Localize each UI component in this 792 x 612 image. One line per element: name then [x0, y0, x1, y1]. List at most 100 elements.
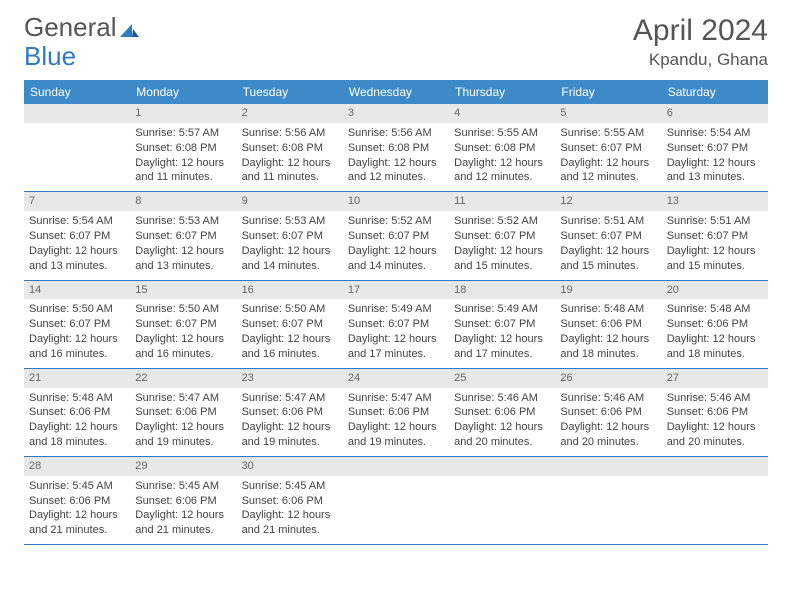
day-body: Sunrise: 5:46 AMSunset: 6:06 PMDaylight:… — [555, 388, 661, 456]
sunrise-text: Sunrise: 5:50 AM — [242, 302, 338, 317]
sunset-text: Sunset: 6:06 PM — [667, 405, 763, 420]
sunrise-text: Sunrise: 5:52 AM — [454, 214, 550, 229]
day-number: 1 — [130, 104, 236, 123]
day-body: Sunrise: 5:48 AMSunset: 6:06 PMDaylight:… — [24, 388, 130, 456]
day-body: Sunrise: 5:47 AMSunset: 6:06 PMDaylight:… — [130, 388, 236, 456]
day-cell: 17Sunrise: 5:49 AMSunset: 6:07 PMDayligh… — [343, 281, 449, 368]
day-body: Sunrise: 5:52 AMSunset: 6:07 PMDaylight:… — [449, 211, 555, 279]
day-body: Sunrise: 5:45 AMSunset: 6:06 PMDaylight:… — [24, 476, 130, 544]
sunrise-text: Sunrise: 5:50 AM — [29, 302, 125, 317]
day-body: Sunrise: 5:46 AMSunset: 6:06 PMDaylight:… — [449, 388, 555, 456]
sunrise-text: Sunrise: 5:50 AM — [135, 302, 231, 317]
logo-text-general: General — [24, 12, 117, 42]
day-number: 16 — [237, 281, 343, 300]
sunset-text: Sunset: 6:07 PM — [348, 229, 444, 244]
sunset-text: Sunset: 6:07 PM — [454, 229, 550, 244]
day-cell: 9Sunrise: 5:53 AMSunset: 6:07 PMDaylight… — [237, 192, 343, 279]
day-body: Sunrise: 5:46 AMSunset: 6:06 PMDaylight:… — [662, 388, 768, 456]
sunrise-text: Sunrise: 5:49 AM — [348, 302, 444, 317]
day-body: Sunrise: 5:50 AMSunset: 6:07 PMDaylight:… — [237, 299, 343, 367]
weeks-container: 1Sunrise: 5:57 AMSunset: 6:08 PMDaylight… — [24, 104, 768, 545]
day-body: Sunrise: 5:50 AMSunset: 6:07 PMDaylight:… — [130, 299, 236, 367]
day-cell: 18Sunrise: 5:49 AMSunset: 6:07 PMDayligh… — [449, 281, 555, 368]
sunset-text: Sunset: 6:08 PM — [348, 141, 444, 156]
day-body: Sunrise: 5:53 AMSunset: 6:07 PMDaylight:… — [237, 211, 343, 279]
daylight-text: Daylight: 12 hours and 13 minutes. — [135, 244, 231, 274]
sunrise-text: Sunrise: 5:55 AM — [560, 126, 656, 141]
week-row: 14Sunrise: 5:50 AMSunset: 6:07 PMDayligh… — [24, 281, 768, 369]
sunrise-text: Sunrise: 5:53 AM — [135, 214, 231, 229]
day-cell: 4Sunrise: 5:55 AMSunset: 6:08 PMDaylight… — [449, 104, 555, 191]
day-body: Sunrise: 5:49 AMSunset: 6:07 PMDaylight:… — [449, 299, 555, 367]
day-number: 28 — [24, 457, 130, 476]
day-cell: 15Sunrise: 5:50 AMSunset: 6:07 PMDayligh… — [130, 281, 236, 368]
day-number: 23 — [237, 369, 343, 388]
day-body: Sunrise: 5:54 AMSunset: 6:07 PMDaylight:… — [662, 123, 768, 191]
day-number: 4 — [449, 104, 555, 123]
week-row: 1Sunrise: 5:57 AMSunset: 6:08 PMDaylight… — [24, 104, 768, 192]
day-number: 27 — [662, 369, 768, 388]
day-body: Sunrise: 5:47 AMSunset: 6:06 PMDaylight:… — [237, 388, 343, 456]
day-body: Sunrise: 5:54 AMSunset: 6:07 PMDaylight:… — [24, 211, 130, 279]
daylight-text: Daylight: 12 hours and 19 minutes. — [348, 420, 444, 450]
day-number: 5 — [555, 104, 661, 123]
week-row: 28Sunrise: 5:45 AMSunset: 6:06 PMDayligh… — [24, 457, 768, 545]
day-number: 2 — [237, 104, 343, 123]
daylight-text: Daylight: 12 hours and 18 minutes. — [29, 420, 125, 450]
sunrise-text: Sunrise: 5:47 AM — [348, 391, 444, 406]
day-cell: 13Sunrise: 5:51 AMSunset: 6:07 PMDayligh… — [662, 192, 768, 279]
day-cell: 12Sunrise: 5:51 AMSunset: 6:07 PMDayligh… — [555, 192, 661, 279]
sunrise-text: Sunrise: 5:49 AM — [454, 302, 550, 317]
calendar-page: GeneralBlue April 2024 Kpandu, Ghana Sun… — [0, 0, 792, 545]
daylight-text: Daylight: 12 hours and 21 minutes. — [29, 508, 125, 538]
daylight-text: Daylight: 12 hours and 17 minutes. — [454, 332, 550, 362]
day-body: Sunrise: 5:50 AMSunset: 6:07 PMDaylight:… — [24, 299, 130, 367]
week-row: 21Sunrise: 5:48 AMSunset: 6:06 PMDayligh… — [24, 369, 768, 457]
sunrise-text: Sunrise: 5:47 AM — [242, 391, 338, 406]
daylight-text: Daylight: 12 hours and 15 minutes. — [667, 244, 763, 274]
sunset-text: Sunset: 6:06 PM — [560, 317, 656, 332]
sunset-text: Sunset: 6:06 PM — [242, 494, 338, 509]
location: Kpandu, Ghana — [633, 50, 768, 70]
sunset-text: Sunset: 6:07 PM — [135, 317, 231, 332]
daylight-text: Daylight: 12 hours and 19 minutes. — [242, 420, 338, 450]
sunset-text: Sunset: 6:07 PM — [667, 141, 763, 156]
sunset-text: Sunset: 6:07 PM — [667, 229, 763, 244]
day-body: Sunrise: 5:49 AMSunset: 6:07 PMDaylight:… — [343, 299, 449, 367]
day-number-empty — [449, 457, 555, 476]
day-cell: 8Sunrise: 5:53 AMSunset: 6:07 PMDaylight… — [130, 192, 236, 279]
day-cell: 23Sunrise: 5:47 AMSunset: 6:06 PMDayligh… — [237, 369, 343, 456]
daylight-text: Daylight: 12 hours and 17 minutes. — [348, 332, 444, 362]
sunset-text: Sunset: 6:08 PM — [242, 141, 338, 156]
day-cell: 6Sunrise: 5:54 AMSunset: 6:07 PMDaylight… — [662, 104, 768, 191]
day-cell: 5Sunrise: 5:55 AMSunset: 6:07 PMDaylight… — [555, 104, 661, 191]
day-number: 20 — [662, 281, 768, 300]
empty-day — [24, 104, 130, 191]
sunrise-text: Sunrise: 5:54 AM — [29, 214, 125, 229]
daylight-text: Daylight: 12 hours and 11 minutes. — [242, 156, 338, 186]
daylight-text: Daylight: 12 hours and 13 minutes. — [667, 156, 763, 186]
daylight-text: Daylight: 12 hours and 16 minutes. — [135, 332, 231, 362]
sunset-text: Sunset: 6:06 PM — [348, 405, 444, 420]
day-body: Sunrise: 5:56 AMSunset: 6:08 PMDaylight:… — [343, 123, 449, 191]
weekday-wednesday: Wednesday — [343, 80, 449, 104]
sunset-text: Sunset: 6:06 PM — [135, 494, 231, 509]
day-body: Sunrise: 5:45 AMSunset: 6:06 PMDaylight:… — [237, 476, 343, 544]
day-body: Sunrise: 5:55 AMSunset: 6:07 PMDaylight:… — [555, 123, 661, 191]
day-cell: 16Sunrise: 5:50 AMSunset: 6:07 PMDayligh… — [237, 281, 343, 368]
sunset-text: Sunset: 6:06 PM — [667, 317, 763, 332]
daylight-text: Daylight: 12 hours and 12 minutes. — [348, 156, 444, 186]
weekday-friday: Friday — [555, 80, 661, 104]
day-number-empty — [662, 457, 768, 476]
daylight-text: Daylight: 12 hours and 16 minutes. — [29, 332, 125, 362]
day-number: 14 — [24, 281, 130, 300]
day-cell: 28Sunrise: 5:45 AMSunset: 6:06 PMDayligh… — [24, 457, 130, 544]
daylight-text: Daylight: 12 hours and 21 minutes. — [242, 508, 338, 538]
daylight-text: Daylight: 12 hours and 18 minutes. — [560, 332, 656, 362]
week-row: 7Sunrise: 5:54 AMSunset: 6:07 PMDaylight… — [24, 192, 768, 280]
daylight-text: Daylight: 12 hours and 18 minutes. — [667, 332, 763, 362]
day-cell: 20Sunrise: 5:48 AMSunset: 6:06 PMDayligh… — [662, 281, 768, 368]
sunset-text: Sunset: 6:07 PM — [135, 229, 231, 244]
day-number: 3 — [343, 104, 449, 123]
day-number: 30 — [237, 457, 343, 476]
